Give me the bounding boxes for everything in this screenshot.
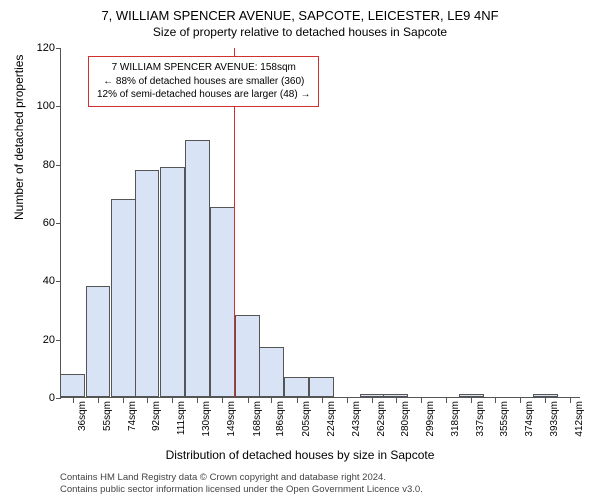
ytick-mark [56, 281, 61, 282]
ytick-label: 20 [25, 334, 55, 346]
xtick-mark [197, 398, 198, 403]
xtick-mark [322, 398, 323, 403]
histogram-bar [86, 286, 111, 397]
ytick-label: 120 [25, 42, 55, 54]
xtick-mark [123, 398, 124, 403]
ytick-mark [56, 223, 61, 224]
infobox-line-3: 12% of semi-detached houses are larger (… [97, 88, 310, 102]
xtick-mark [520, 398, 521, 403]
xtick-mark [248, 398, 249, 403]
xtick-mark [297, 398, 298, 403]
xtick-mark [495, 398, 496, 403]
xtick-mark [372, 398, 373, 403]
histogram-bar [284, 377, 309, 397]
histogram-bar [533, 394, 558, 397]
xtick-mark [147, 398, 148, 403]
xtick-mark [545, 398, 546, 403]
ytick-mark [56, 398, 61, 399]
histogram-bar [185, 140, 210, 397]
histogram-bar [383, 394, 408, 397]
xtick-mark [570, 398, 571, 403]
page-subtitle: Size of property relative to detached ho… [0, 23, 600, 39]
ytick-mark [56, 48, 61, 49]
histogram-bar [259, 347, 284, 397]
histogram-bar [160, 167, 185, 397]
histogram-bar [459, 394, 484, 397]
histogram-bar [360, 394, 385, 397]
attribution-line-2: Contains public sector information licen… [60, 484, 590, 496]
reference-infobox: 7 WILLIAM SPENCER AVENUE: 158sqm ← 88% o… [88, 56, 319, 107]
xtick-mark [347, 398, 348, 403]
histogram-chart: 02040608010012036sqm55sqm74sqm92sqm111sq… [60, 48, 580, 398]
ytick-label: 100 [25, 100, 55, 112]
histogram-bar [210, 207, 235, 397]
attribution-text: Contains HM Land Registry data © Crown c… [60, 472, 590, 496]
y-axis-label: Number of detached properties [12, 55, 26, 220]
xtick-mark [73, 398, 74, 403]
xtick-mark [471, 398, 472, 403]
xtick-mark [98, 398, 99, 403]
ytick-label: 40 [25, 275, 55, 287]
xtick-mark [446, 398, 447, 403]
ytick-mark [56, 340, 61, 341]
infobox-line-2: ← 88% of detached houses are smaller (36… [97, 75, 310, 89]
ytick-label: 60 [25, 217, 55, 229]
histogram-bar [111, 199, 136, 397]
x-axis-label: Distribution of detached houses by size … [0, 448, 600, 462]
xtick-mark [222, 398, 223, 403]
histogram-bar [135, 170, 160, 398]
infobox-line-1: 7 WILLIAM SPENCER AVENUE: 158sqm [97, 61, 310, 75]
page-title: 7, WILLIAM SPENCER AVENUE, SAPCOTE, LEIC… [0, 0, 600, 23]
xtick-mark [396, 398, 397, 403]
attribution-line-1: Contains HM Land Registry data © Crown c… [60, 472, 590, 484]
ytick-label: 80 [25, 159, 55, 171]
ytick-mark [56, 165, 61, 166]
xtick-mark [421, 398, 422, 403]
histogram-bar [309, 377, 334, 397]
xtick-mark [271, 398, 272, 403]
xtick-mark [172, 398, 173, 403]
ytick-label: 0 [25, 392, 55, 404]
histogram-bar [60, 374, 85, 397]
histogram-bar [235, 315, 260, 397]
ytick-mark [56, 106, 61, 107]
